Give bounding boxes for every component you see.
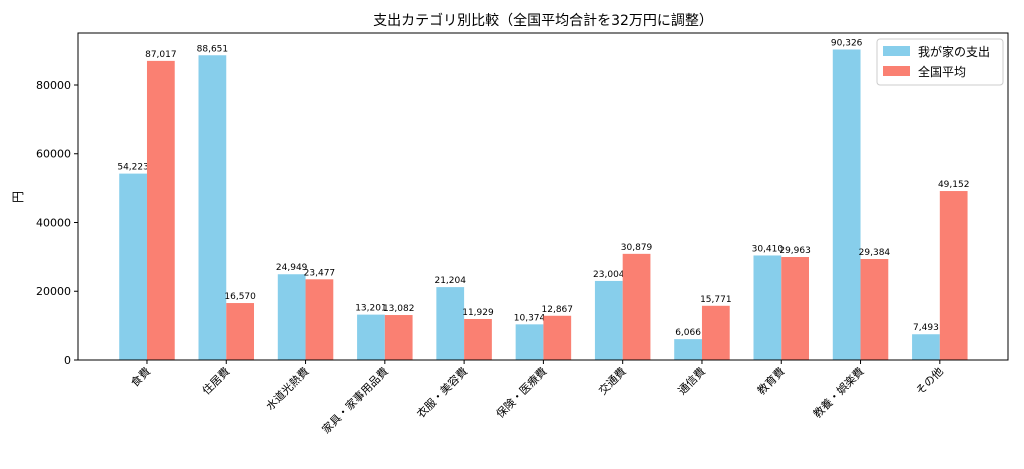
y-tick-label: 80000 — [36, 79, 71, 92]
bar-national — [464, 318, 492, 360]
bar-national — [384, 315, 413, 360]
x-tick-label: 住居費 — [199, 364, 232, 397]
y-tick-label: 60000 — [36, 148, 71, 161]
x-tick-label: その他 — [913, 365, 946, 398]
legend-swatch — [883, 66, 910, 76]
bar-household — [357, 314, 385, 360]
bar-national — [781, 257, 809, 360]
legend-swatch — [883, 46, 910, 56]
data-label: 13,082 — [383, 304, 415, 314]
legend-label: 全国平均 — [918, 64, 966, 79]
data-label: 11,929 — [462, 308, 494, 318]
data-label: 29,384 — [859, 248, 891, 258]
data-label: 23,004 — [593, 270, 625, 280]
data-label: 12,867 — [542, 305, 574, 315]
data-label: 16,570 — [224, 292, 256, 302]
data-label: 29,963 — [779, 246, 811, 256]
x-tick-label: 教育費 — [754, 364, 787, 397]
data-label: 21,204 — [434, 276, 466, 286]
bar-household — [277, 274, 306, 360]
data-label: 87,017 — [145, 50, 177, 60]
y-tick-label: 0 — [64, 354, 71, 367]
data-label: 30,879 — [621, 243, 653, 253]
bar-household — [912, 334, 940, 360]
chart-title: 支出カテゴリ別比較（全国平均合計を32万円に調整） — [373, 12, 713, 29]
data-label: 13,201 — [355, 304, 387, 314]
data-label: 10,374 — [514, 313, 546, 323]
bar-national — [543, 315, 572, 360]
bar-national — [226, 303, 255, 360]
data-label: 49,152 — [938, 180, 970, 190]
x-tick-label: 衣服・美容費 — [414, 364, 471, 421]
x-tick-label: 教養・娯楽費 — [810, 364, 867, 421]
data-label: 15,771 — [700, 295, 732, 305]
bar-household — [515, 324, 544, 360]
bar-national — [146, 60, 175, 360]
x-tick-label: 保険・医療費 — [493, 364, 550, 421]
bar-national — [701, 305, 730, 360]
data-label: 30,410 — [752, 244, 784, 254]
x-tick-label: 交通費 — [596, 364, 629, 397]
bar-household — [594, 280, 623, 360]
bar-national — [305, 279, 334, 360]
data-label: 90,326 — [831, 39, 863, 49]
bar-household — [832, 49, 861, 361]
x-tick-label: 水道光熱費 — [263, 364, 312, 413]
bar-national — [860, 258, 889, 360]
data-label: 88,651 — [197, 44, 229, 54]
data-label: 24,949 — [276, 263, 308, 273]
data-label: 7,493 — [913, 323, 939, 333]
x-tick-label: 家具・家事用品費 — [319, 364, 391, 436]
bar-national — [939, 191, 968, 360]
x-tick-label: 通信費 — [675, 364, 708, 397]
plot-frame — [77, 32, 1009, 361]
bar-household — [119, 173, 147, 360]
x-tick-label: 食費 — [128, 364, 153, 389]
y-tick-label: 40000 — [36, 216, 71, 229]
bar-household — [674, 339, 702, 360]
legend-label: 我が家の支出 — [918, 44, 990, 59]
bar-household — [436, 287, 465, 360]
bar-household — [198, 55, 227, 360]
y-axis-label: 円 — [11, 191, 25, 203]
data-label: 6,066 — [675, 328, 701, 338]
data-label: 54,223 — [117, 163, 149, 173]
bar-household — [753, 255, 782, 360]
data-label: 23,477 — [304, 268, 336, 278]
bar-national — [622, 253, 651, 360]
y-tick-label: 20000 — [36, 285, 71, 298]
